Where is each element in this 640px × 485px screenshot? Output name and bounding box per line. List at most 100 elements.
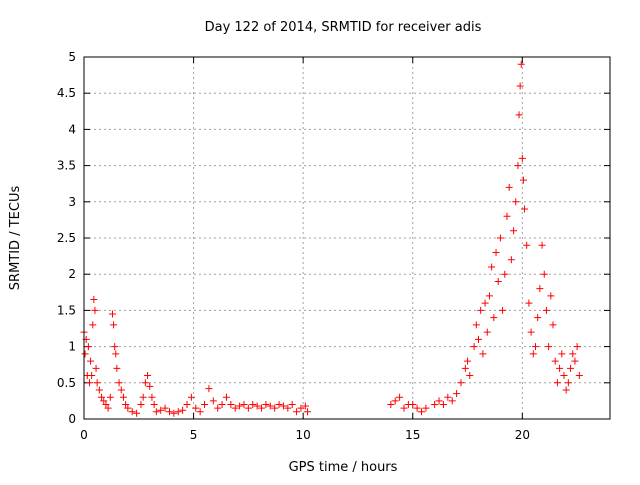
y-tick-label: 2 [68, 267, 76, 281]
data-point [253, 402, 261, 410]
data-point [529, 350, 537, 358]
data-point [527, 328, 535, 336]
data-point [464, 357, 472, 365]
data-point [499, 306, 507, 314]
data-point [514, 162, 522, 170]
data-point [542, 306, 550, 314]
data-point [111, 343, 119, 351]
data-point [435, 397, 443, 405]
y-tick-label: 4.5 [57, 86, 76, 100]
data-point [567, 364, 575, 372]
data-point [496, 234, 504, 242]
data-point [104, 404, 112, 412]
data-point [231, 404, 239, 412]
data-point [391, 397, 399, 405]
data-point [87, 357, 95, 365]
data-point [418, 408, 426, 416]
data-point [102, 401, 110, 409]
data-point [422, 404, 430, 412]
data-point [503, 212, 511, 220]
data-point [85, 379, 93, 387]
data-point [122, 401, 130, 409]
data-point [444, 393, 452, 401]
data-point [525, 299, 533, 307]
data-point [90, 296, 98, 304]
data-point [304, 408, 312, 416]
data-point [279, 402, 287, 410]
data-point [139, 393, 147, 401]
data-point [485, 292, 493, 300]
data-point [448, 397, 456, 405]
data-point [540, 270, 548, 278]
data-point [275, 401, 283, 409]
y-tick-label: 1 [68, 340, 76, 354]
data-point [387, 401, 395, 409]
data-point [152, 408, 160, 416]
data-point [519, 176, 527, 184]
data-point [488, 263, 496, 271]
chart-title: Day 122 of 2014, SRMTID for receiver adi… [205, 20, 482, 35]
data-point [490, 314, 498, 322]
data-point [183, 401, 191, 409]
x-tick-label: 10 [296, 428, 311, 442]
data-point [144, 372, 152, 380]
data-point [536, 285, 544, 293]
data-point [288, 401, 296, 409]
data-point [501, 270, 509, 278]
data-point [113, 364, 121, 372]
data-point [148, 393, 156, 401]
y-axis-title: SRMTID / TECUs [8, 186, 23, 291]
y-tick-label: 0.5 [57, 376, 76, 390]
data-point [515, 111, 523, 119]
data-point [84, 343, 92, 351]
x-axis-title: GPS time / hours [289, 460, 398, 475]
data-point [218, 401, 226, 409]
data-point [301, 402, 309, 410]
data-point [571, 357, 579, 365]
data-point [119, 393, 127, 401]
data-point [549, 321, 557, 329]
data-point [477, 306, 485, 314]
data-point [483, 328, 491, 336]
data-point [538, 241, 546, 249]
data-point [92, 364, 100, 372]
data-point [409, 401, 417, 409]
data-point [258, 404, 266, 412]
data-point [531, 343, 539, 351]
y-tick-label: 2.5 [57, 231, 76, 245]
data-point [551, 357, 559, 365]
y-tick-label: 5 [68, 50, 76, 64]
data-point [564, 379, 572, 387]
data-point [569, 350, 577, 358]
data-point [100, 397, 108, 405]
data-point [558, 350, 566, 358]
plot-frame [83, 56, 611, 420]
data-point [396, 393, 404, 401]
data-point [249, 401, 257, 409]
data-point [93, 379, 101, 387]
data-point [174, 408, 182, 416]
data-point [545, 343, 553, 351]
axis-ticks: 0 0.5 1 1.5 2 2.5 3 3.5 4 4.5 5 0 5 10 15 20 [57, 50, 610, 442]
data-point [560, 372, 568, 380]
data-point [112, 350, 120, 358]
data-point [481, 299, 489, 307]
data-point [562, 386, 570, 394]
data-point [196, 408, 204, 416]
data-point [534, 314, 542, 322]
data-point [297, 404, 305, 412]
data-point [89, 321, 97, 329]
data-point [209, 397, 217, 405]
data-point [205, 385, 213, 393]
data-point [479, 350, 487, 358]
data-point [88, 372, 96, 380]
data-point [470, 343, 478, 351]
data-point [466, 372, 474, 380]
data-point [575, 372, 583, 380]
data-point [214, 404, 222, 412]
data-point [518, 154, 526, 162]
data-point [413, 404, 421, 412]
